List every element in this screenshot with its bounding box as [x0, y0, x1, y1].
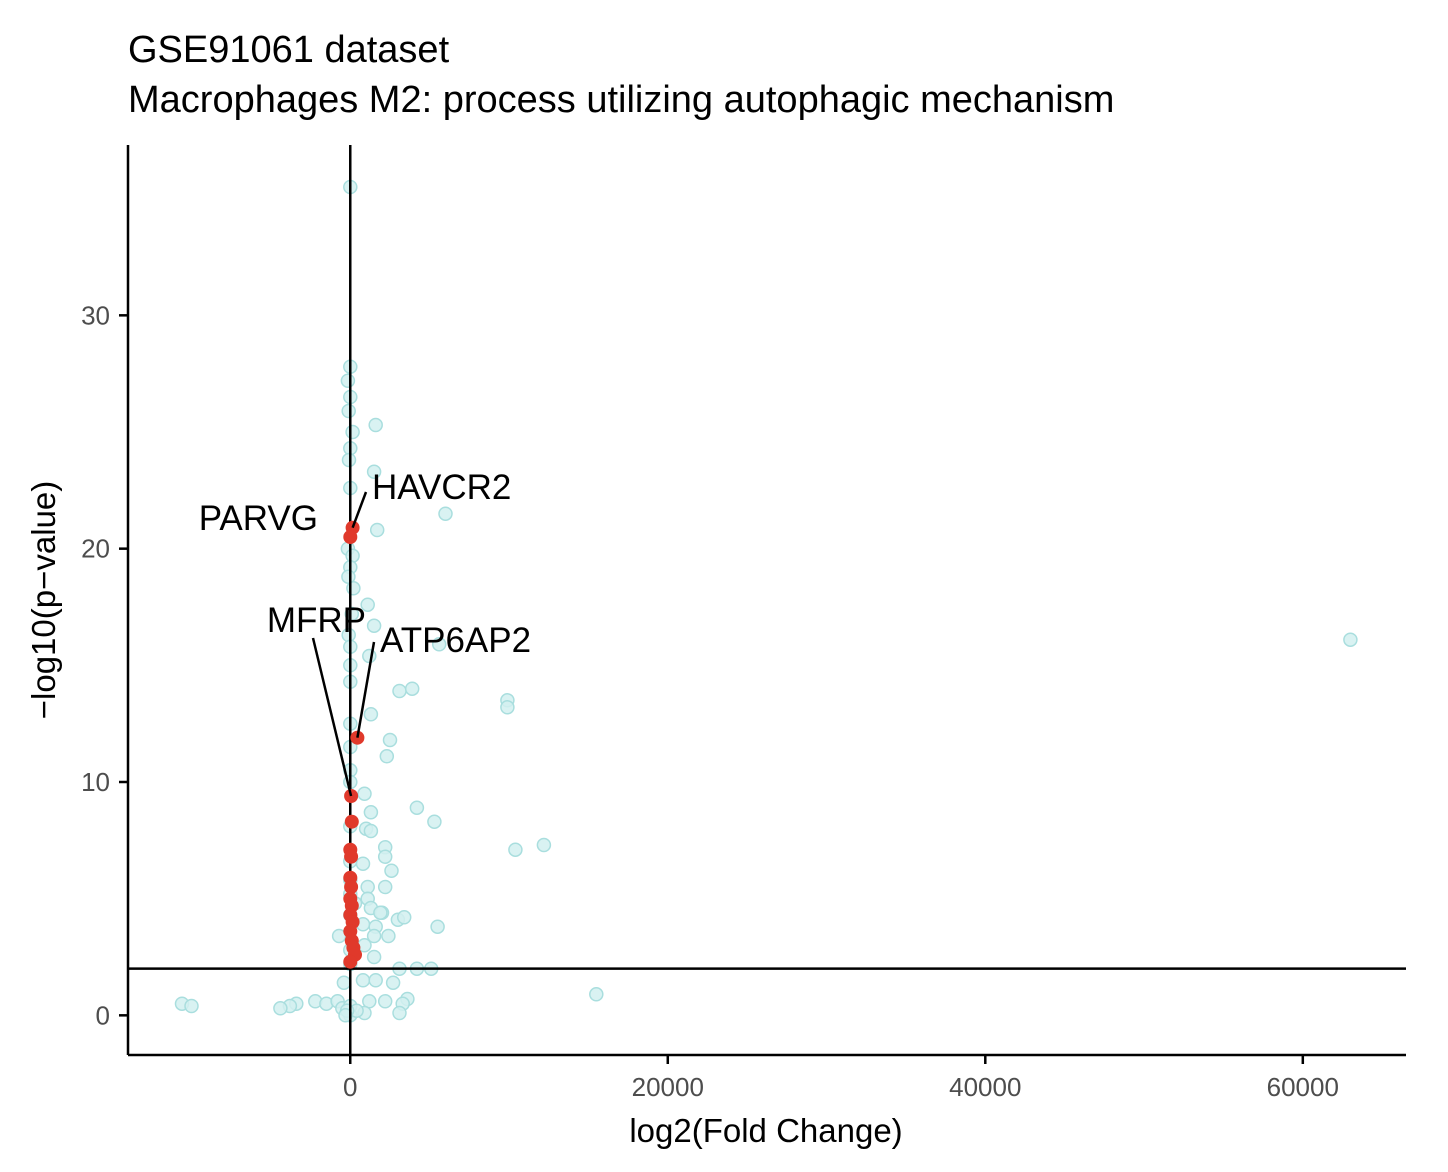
data-point: [344, 606, 360, 622]
y-tick-label: 10: [81, 767, 110, 797]
gene-labels: HAVCR2 PARVG ATP6AP2 MFRP: [199, 468, 531, 797]
data-point: [355, 973, 371, 988]
data-point: [363, 805, 379, 820]
data-point: [500, 700, 515, 715]
highlight-points: [343, 520, 365, 969]
data-point: [431, 637, 447, 652]
reference-lines: [128, 145, 1406, 1055]
y-tick-label: 20: [81, 534, 110, 564]
data-point: [355, 856, 371, 871]
data-point: [377, 879, 393, 895]
data-point: [384, 863, 399, 878]
data-point: [357, 786, 372, 801]
x-axis-ticks: 0 20000 40000 60000: [343, 1055, 1339, 1102]
data-point: [392, 683, 407, 699]
data-point: [336, 975, 352, 990]
background-points: [174, 179, 1358, 1023]
data-point: [430, 919, 445, 934]
data-point: [427, 814, 442, 829]
data-point: [360, 597, 375, 612]
y-tick-label: 0: [96, 1000, 110, 1030]
data-point: [346, 581, 361, 596]
y-axis-ticks: 0 10 20 30: [81, 300, 128, 1030]
highlight-point: [344, 789, 359, 803]
data-point: [345, 548, 360, 563]
data-point: [363, 823, 379, 839]
y-axis-title: −log10(p−value): [25, 481, 62, 720]
highlight-point: [344, 814, 359, 829]
data-point: [368, 417, 383, 433]
data-point: [338, 1008, 353, 1023]
data-point: [536, 837, 552, 853]
data-point: [368, 973, 383, 988]
data-point: [396, 910, 412, 925]
label-leader-line: [356, 641, 376, 738]
x-tick-label: 0: [343, 1072, 357, 1102]
x-axis-title: log2(Fold Change): [629, 1112, 902, 1149]
data-point: [385, 975, 401, 990]
x-tick-label: 40000: [949, 1072, 1021, 1102]
label-leader-line: [351, 491, 368, 529]
data-point: [345, 424, 360, 440]
data-point: [366, 928, 382, 944]
data-point: [409, 800, 425, 815]
data-point: [381, 928, 396, 944]
data-point: [366, 464, 382, 479]
data-point: [508, 842, 523, 857]
gene-label-parvg: PARVG: [199, 499, 318, 538]
data-point: [392, 1005, 407, 1021]
highlight-point: [344, 880, 359, 894]
data-point: [379, 749, 395, 764]
data-point: [366, 618, 382, 633]
data-point: [438, 506, 453, 521]
chart-subtitle: Macrophages M2: process utilizing autoph…: [128, 79, 1114, 121]
chart-title: GSE91061 dataset: [128, 29, 450, 71]
data-point: [373, 905, 388, 920]
data-point: [341, 452, 357, 468]
data-point: [1343, 632, 1358, 647]
gene-label-mfrp: MFRP: [267, 601, 366, 640]
data-point: [404, 681, 420, 696]
data-point: [184, 998, 199, 1014]
data-point: [340, 373, 356, 388]
data-point: [366, 949, 382, 965]
highlight-point: [343, 954, 358, 969]
data-point: [369, 522, 385, 538]
data-point: [377, 849, 393, 864]
data-point: [382, 732, 398, 748]
gene-label-atp6ap2: ATP6AP2: [380, 621, 531, 660]
label-leader-line: [311, 637, 353, 797]
x-tick-label: 20000: [632, 1072, 704, 1102]
highlight-point: [350, 730, 365, 745]
data-point: [362, 648, 377, 664]
gene-label-havcr2: HAVCR2: [372, 468, 511, 507]
axes: 0 20000 40000 60000 0 10 20 30: [81, 145, 1406, 1102]
highlight-point: [344, 849, 359, 864]
data-point: [273, 1001, 288, 1016]
data-point: [341, 403, 356, 419]
data-point: [377, 994, 393, 1009]
y-tick-label: 30: [81, 300, 110, 330]
highlight-point: [343, 530, 358, 544]
data-point: [363, 707, 379, 722]
x-tick-label: 60000: [1267, 1072, 1339, 1102]
data-point: [589, 987, 604, 1002]
